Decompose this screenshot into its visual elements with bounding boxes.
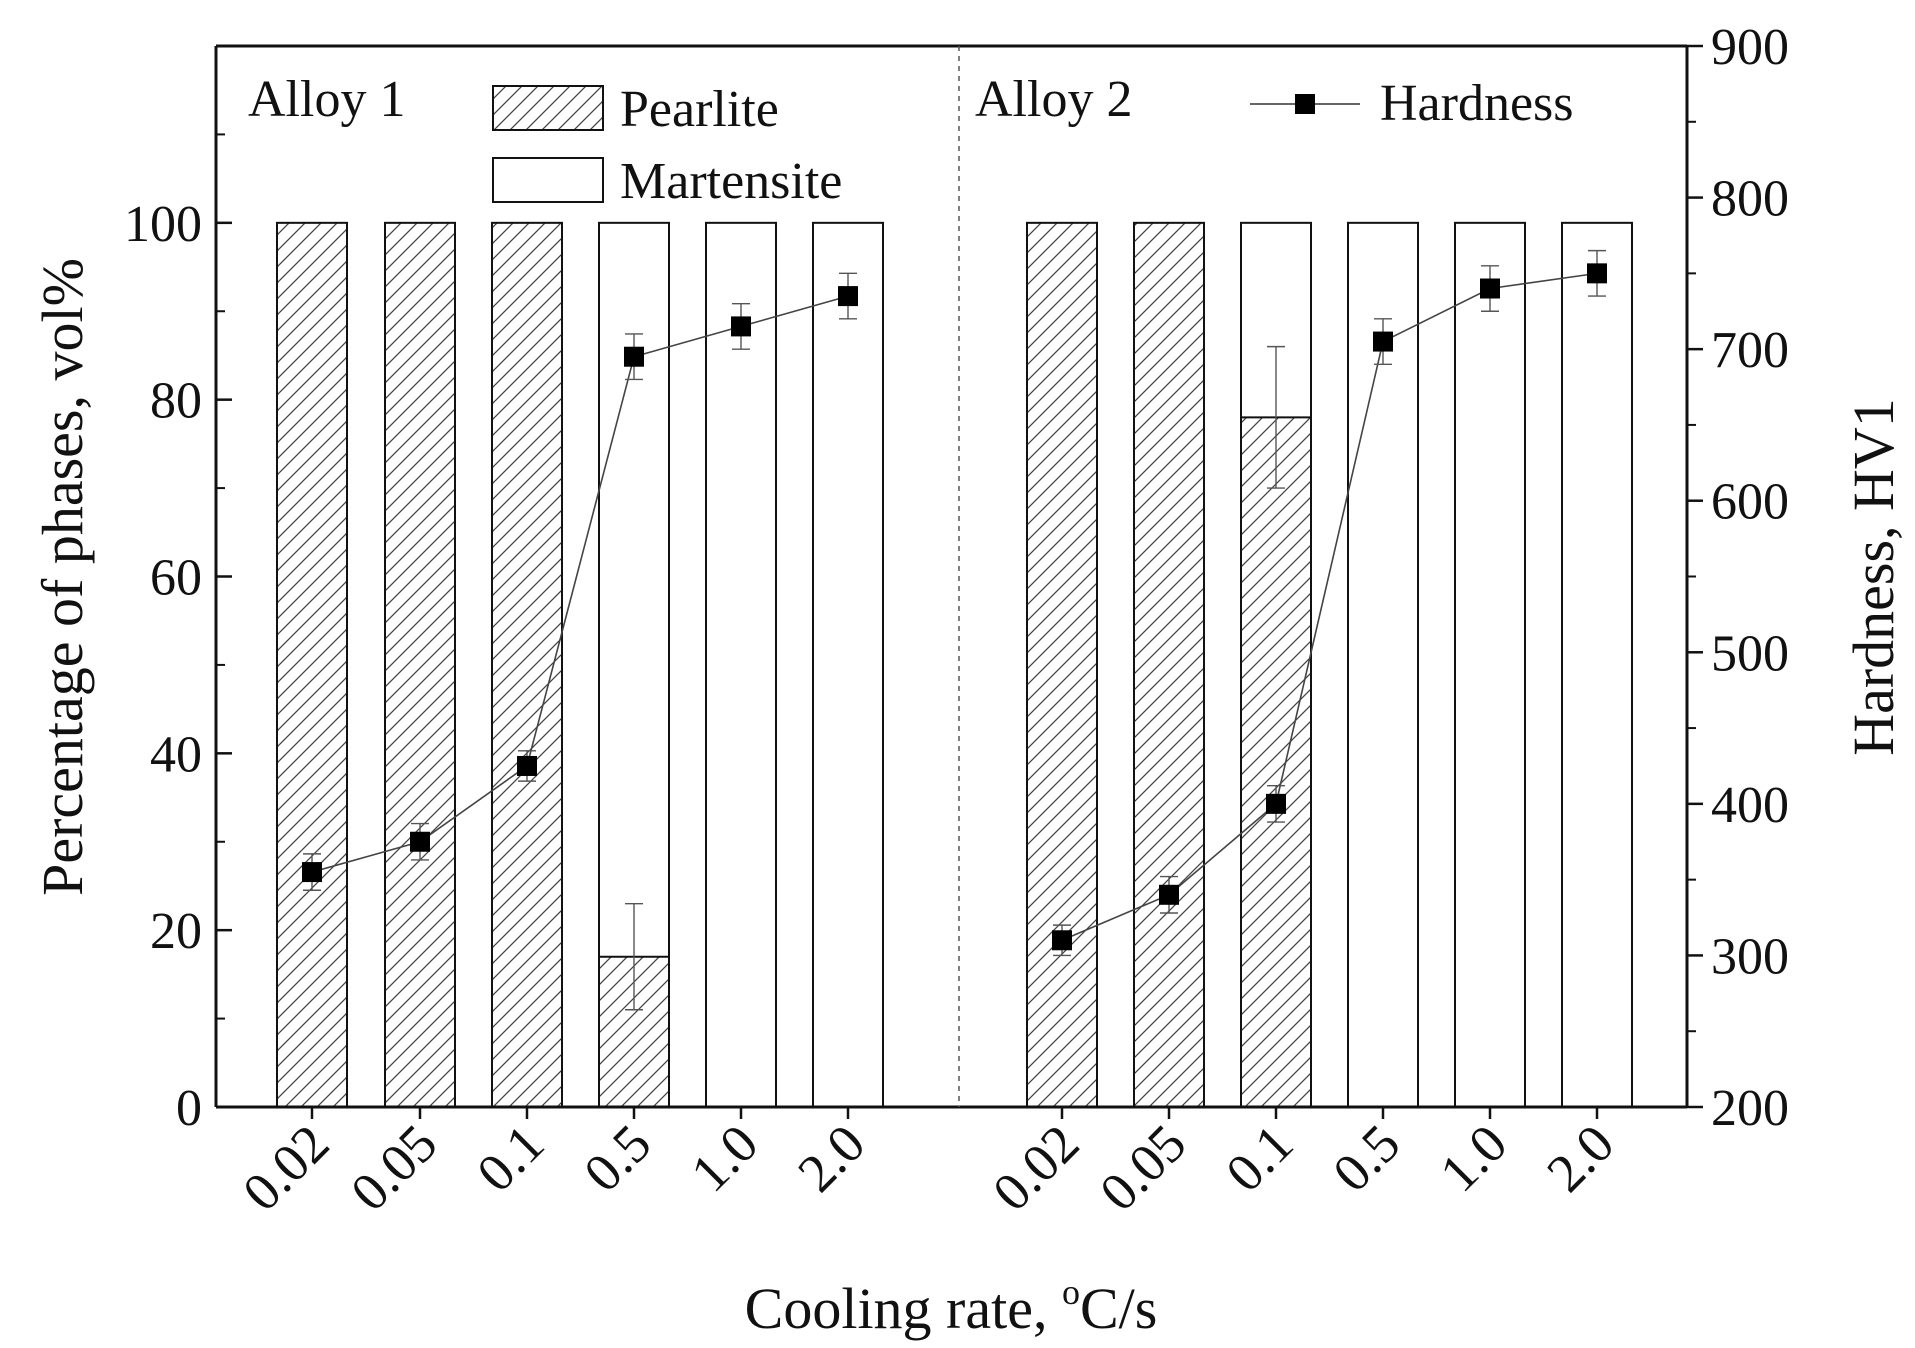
x-tick-label: 0.05 xyxy=(339,1113,448,1222)
bar-pearlite xyxy=(492,222,562,1108)
hardness-layer xyxy=(302,249,1607,957)
legend-label-martensite: Martensite xyxy=(620,153,842,210)
y-axis-title: Percentage of phases, vol% xyxy=(30,258,95,896)
hardness-point xyxy=(1587,263,1607,284)
bar-pearlite xyxy=(385,222,455,1108)
hardness-point xyxy=(624,346,644,367)
group-label-alloy-1: Alloy 1 xyxy=(248,71,405,128)
y2-tick-label: 400 xyxy=(1711,777,1789,834)
legend-label-hardness: Hardness xyxy=(1380,75,1574,132)
y-tick-label: 100 xyxy=(124,196,202,253)
y2-tick-label: 500 xyxy=(1711,625,1789,682)
y2-tick-label: 600 xyxy=(1711,474,1789,531)
hardness-point xyxy=(1480,278,1500,299)
bar-pearlite xyxy=(1027,222,1097,1108)
y2-tick-label: 900 xyxy=(1711,19,1789,76)
x-tick-label: 0.1 xyxy=(1214,1113,1304,1203)
legend-marker-hardness xyxy=(1295,94,1315,114)
legend: Pearlite Martensite Hardness xyxy=(492,75,1574,210)
hardness-point xyxy=(517,755,537,776)
x-tick-label: 1.0 xyxy=(679,1113,769,1203)
bars-layer xyxy=(276,221,1633,1109)
y-tick-label: 40 xyxy=(150,726,202,783)
hardness-line xyxy=(311,295,849,873)
bar-martensite xyxy=(1455,222,1525,1108)
bar-martensite xyxy=(1348,222,1418,1108)
hardness-point xyxy=(410,831,430,852)
hardness-point xyxy=(302,862,322,883)
bar-pearlite xyxy=(1134,222,1204,1108)
x-tick-label: 0.5 xyxy=(572,1113,662,1203)
legend-label-pearlite: Pearlite xyxy=(620,81,779,138)
bar-martensite xyxy=(813,222,883,1108)
x-tick-label: 2.0 xyxy=(1535,1113,1625,1203)
hardness-point xyxy=(731,316,751,337)
y2-tick-label: 300 xyxy=(1711,928,1789,985)
hardness-point xyxy=(1159,884,1179,905)
legend-swatch-pearlite xyxy=(492,85,604,131)
y-tick-label: 20 xyxy=(150,903,202,960)
legend-swatch-martensite xyxy=(492,157,604,203)
hardness-line xyxy=(1061,272,1598,942)
hardness-point xyxy=(838,286,858,307)
y-tick-label: 0 xyxy=(176,1080,202,1137)
y-tick-label: 80 xyxy=(150,373,202,430)
ticks-layer: 0.020.05 0.1 0.5 1.0 2.0 0.020.05 0.1 0.5 1.0 2.0… xyxy=(124,19,1789,1222)
group-label-alloy-2: Alloy 2 xyxy=(975,71,1132,128)
bar-martensite xyxy=(1562,222,1632,1108)
hardness-point xyxy=(1266,793,1286,814)
y2-tick-label: 200 xyxy=(1711,1080,1789,1137)
x-tick-label: 0.02 xyxy=(231,1113,340,1222)
bar-martensite xyxy=(706,222,776,1108)
hardness-point xyxy=(1373,331,1393,352)
bar-pearlite xyxy=(1241,417,1311,1108)
x-axis-title: Cooling rate, oC/s xyxy=(745,1272,1158,1341)
x-tick-label: 0.02 xyxy=(981,1113,1090,1222)
y2-tick-label: 700 xyxy=(1711,322,1789,379)
x-tick-label: 1.0 xyxy=(1428,1113,1518,1203)
x-tick-label: 0.05 xyxy=(1088,1113,1197,1222)
y-tick-label: 60 xyxy=(150,550,202,607)
x-tick-label: 0.5 xyxy=(1321,1113,1411,1203)
bar-pearlite xyxy=(277,222,347,1108)
y2-tick-label: 800 xyxy=(1711,171,1789,228)
x-tick-label: 0.1 xyxy=(465,1113,555,1203)
hardness-point xyxy=(1052,930,1072,951)
x-tick-label: 2.0 xyxy=(786,1113,876,1203)
y2-axis-title: Hardness, HV1 xyxy=(1841,398,1906,756)
